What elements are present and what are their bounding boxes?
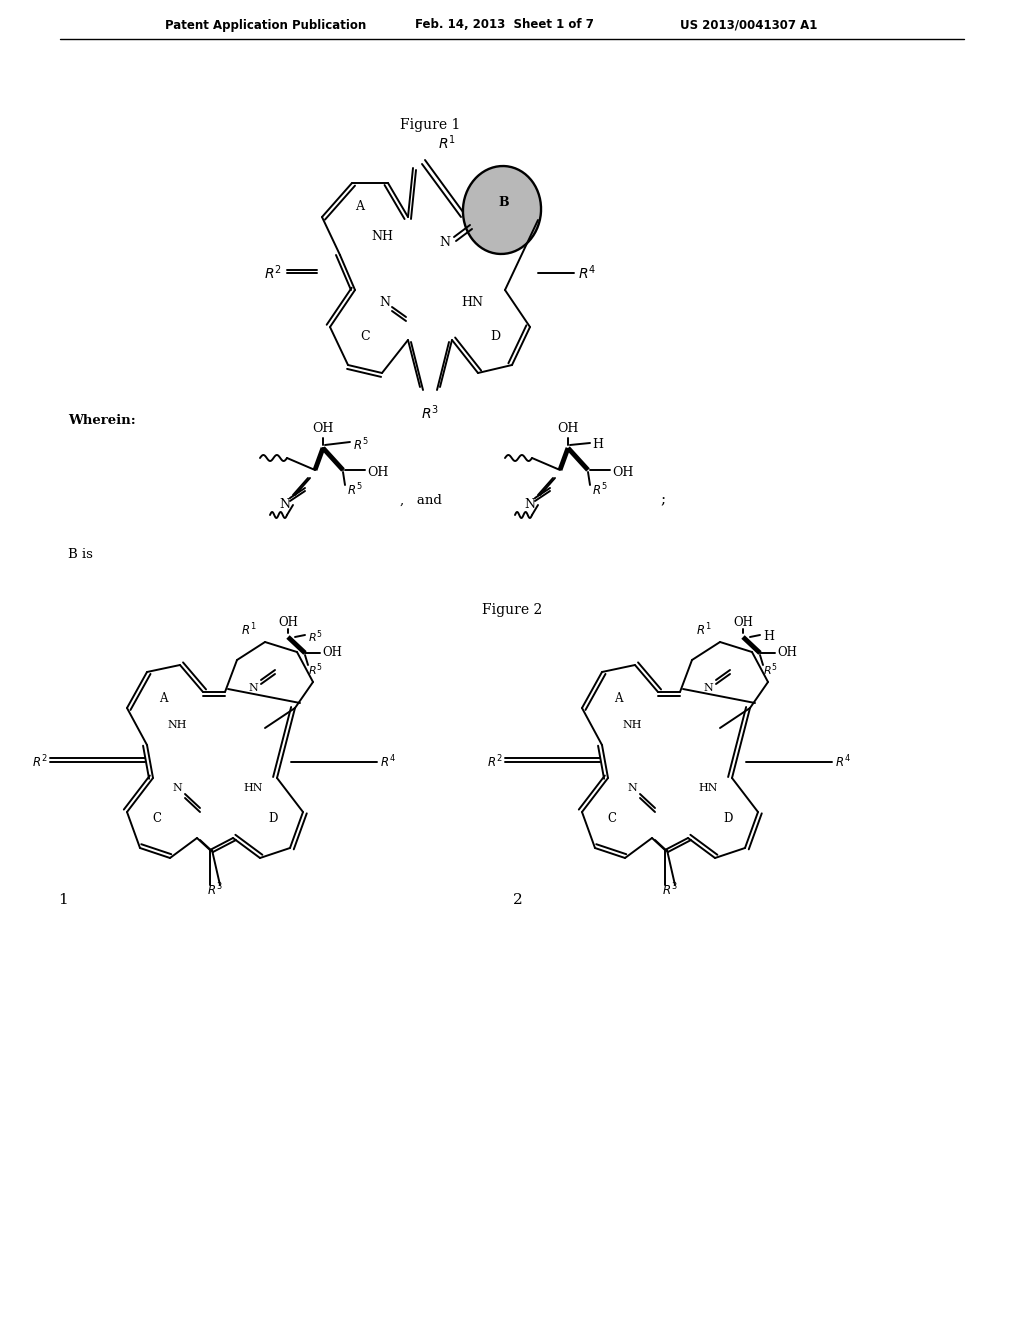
Text: D: D [489, 330, 500, 343]
Text: N: N [439, 236, 451, 249]
Text: NH: NH [371, 231, 393, 243]
Text: $R^1$: $R^1$ [438, 133, 456, 152]
Text: N: N [248, 682, 258, 693]
Text: NH: NH [623, 719, 642, 730]
Text: Wherein:: Wherein: [68, 413, 136, 426]
Ellipse shape [463, 166, 541, 253]
Text: C: C [607, 812, 616, 825]
Text: 2: 2 [513, 894, 523, 907]
Text: D: D [268, 812, 278, 825]
Text: $R^3$: $R^3$ [207, 882, 223, 899]
Text: N: N [172, 783, 182, 793]
Text: $R^5$: $R^5$ [592, 482, 607, 498]
Text: Feb. 14, 2013  Sheet 1 of 7: Feb. 14, 2013 Sheet 1 of 7 [415, 18, 594, 32]
Text: A: A [613, 692, 623, 705]
Text: N: N [380, 297, 390, 309]
Text: $R^1$: $R^1$ [696, 622, 712, 639]
Text: H: H [763, 631, 774, 644]
Text: OH: OH [612, 466, 634, 479]
Text: ;: ; [660, 492, 666, 507]
Text: N: N [524, 499, 536, 511]
Text: B: B [499, 195, 509, 209]
Text: HN: HN [698, 783, 718, 793]
Text: 1: 1 [58, 894, 68, 907]
Text: $R^4$: $R^4$ [578, 264, 596, 282]
Text: $R^2$: $R^2$ [32, 754, 47, 771]
Text: ,   and: , and [400, 494, 442, 507]
Text: $R^5$: $R^5$ [763, 661, 778, 678]
Text: C: C [153, 812, 162, 825]
Text: OH: OH [279, 616, 298, 630]
Text: $R^5$: $R^5$ [353, 437, 369, 453]
Text: OH: OH [367, 466, 388, 479]
Text: A: A [355, 201, 365, 214]
Text: $R^1$: $R^1$ [242, 622, 257, 639]
Text: N: N [703, 682, 713, 693]
Text: $R^2$: $R^2$ [486, 754, 502, 771]
Text: OH: OH [322, 647, 342, 660]
Text: $R^3$: $R^3$ [421, 404, 439, 422]
Text: $R^3$: $R^3$ [663, 882, 678, 899]
Text: OH: OH [733, 616, 753, 630]
Text: $R^4$: $R^4$ [835, 754, 851, 771]
Text: $R^2$: $R^2$ [264, 264, 282, 282]
Text: B is: B is [68, 549, 93, 561]
Text: H: H [592, 438, 603, 451]
Text: US 2013/0041307 A1: US 2013/0041307 A1 [680, 18, 817, 32]
Text: $R^4$: $R^4$ [380, 754, 396, 771]
Text: $R^5$: $R^5$ [347, 482, 362, 498]
Text: N: N [280, 499, 291, 511]
Text: Figure 2: Figure 2 [482, 603, 542, 616]
Text: A: A [159, 692, 167, 705]
Text: OH: OH [312, 421, 334, 434]
Text: C: C [360, 330, 370, 343]
Text: $R^5$: $R^5$ [308, 661, 323, 678]
Text: Patent Application Publication: Patent Application Publication [165, 18, 367, 32]
Text: NH: NH [167, 719, 186, 730]
Text: Figure 1: Figure 1 [399, 117, 460, 132]
Text: N: N [627, 783, 637, 793]
Text: OH: OH [777, 647, 797, 660]
Text: HN: HN [461, 297, 483, 309]
Text: D: D [723, 812, 733, 825]
Text: HN: HN [244, 783, 263, 793]
Text: $R^5$: $R^5$ [308, 628, 323, 645]
Text: OH: OH [557, 421, 579, 434]
